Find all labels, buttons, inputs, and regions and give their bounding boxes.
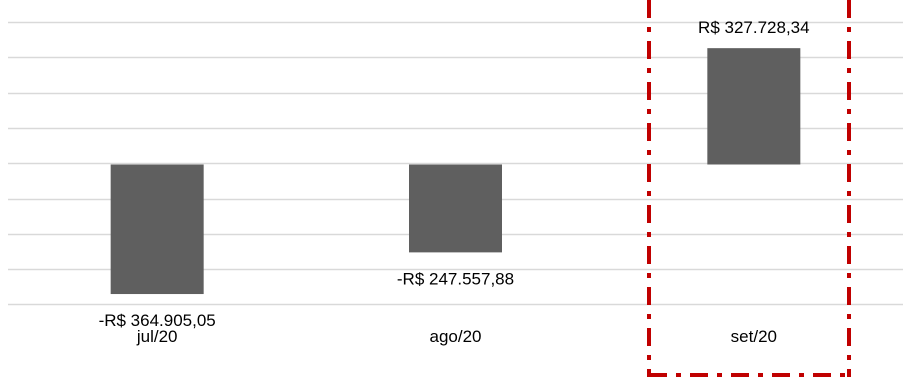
tick-label-jul-20: jul/20 [136, 327, 178, 346]
data-label-ago-20: -R$ 247.557,88 [397, 269, 514, 288]
bar-ago-20 [409, 164, 502, 253]
bars [110, 48, 801, 295]
highlight-box [647, 0, 851, 377]
data-label-jul-20: -R$ 364.905,05 [99, 311, 216, 330]
tick-label-ago-20: ago/20 [430, 327, 482, 346]
data-label-set-20: R$ 327.728,34 [698, 18, 810, 37]
data-labels: -R$ 364.905,05 -R$ 247.557,88 R$ 327.728,3… [99, 18, 810, 330]
bar-set-20 [707, 48, 801, 165]
bar-jul-20 [110, 164, 204, 295]
tick-label-set-20: set/20 [731, 327, 777, 346]
category-axis-labels: jul/20 ago/20 set/20 [136, 327, 777, 346]
